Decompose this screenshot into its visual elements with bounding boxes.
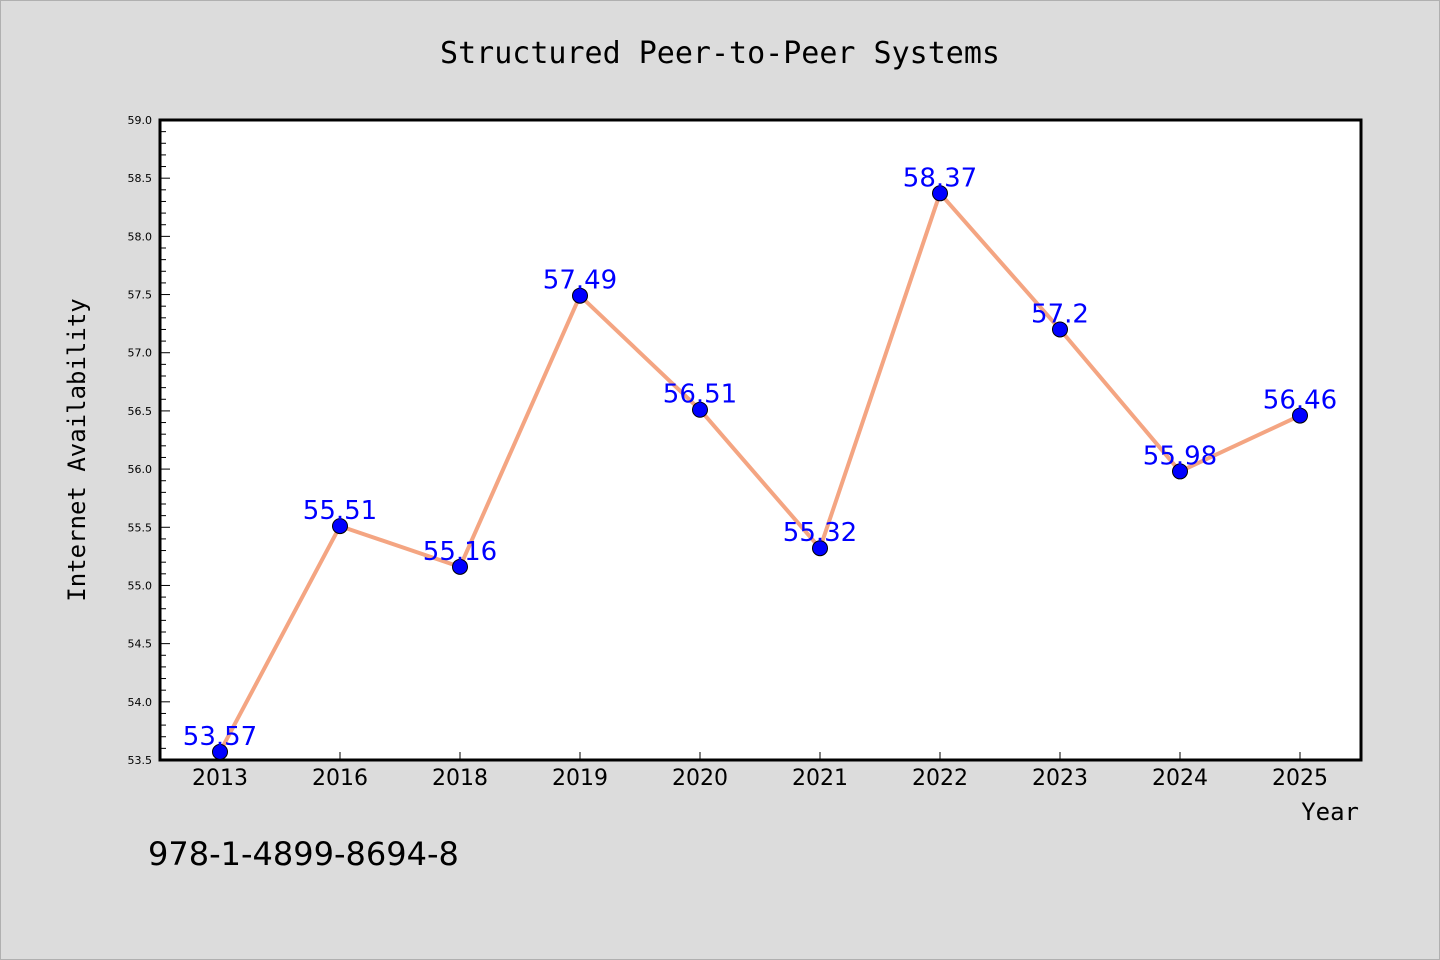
y-tick-label: 55.5 [128,521,153,534]
y-tick-label: 55.0 [128,579,153,592]
data-label: 57.2 [1031,299,1089,329]
data-point [1292,407,1308,424]
y-tick-label: 54.5 [128,638,153,651]
y-tick-label: 56.5 [128,405,153,418]
x-tick-label: 2022 [912,766,968,791]
y-tick-label: 58.0 [128,230,153,243]
data-point [812,540,828,557]
series-layer: 53.57 55.51 55.16 57.49 56.51 55.32 58.37 57.2 5… [183,163,1337,760]
data-label: 55.51 [303,496,377,526]
data-point [692,401,708,418]
data-label: 58.37 [903,163,977,193]
series-line [218,191,1301,753]
x-tick-label: 2013 [192,766,248,791]
y-tick-label: 57.0 [128,347,153,360]
data-label: 56.51 [663,380,737,410]
x-tick-label: 2025 [1272,766,1328,791]
x-tick-label: 2021 [792,766,848,791]
x-tick-label: 2016 [312,766,368,791]
x-axis: 2013 2016 2018 2019 2020 2021 2022 2023 2024 2025 [192,752,1328,791]
data-label: 56.46 [1263,386,1337,416]
data-label: 53.57 [183,722,257,752]
data-point [212,743,228,760]
data-point [572,287,588,304]
chart-title: Structured Peer-to-Peer Systems [440,36,1000,71]
data-point [452,558,468,575]
y-tick-label: 58.5 [128,172,153,185]
data-point [332,518,348,535]
x-axis-title: Year [1301,798,1359,826]
y-axis-title: Internet Availability [63,298,91,601]
data-point [1052,321,1068,338]
data-point [932,185,948,202]
y-tick-label: 56.0 [128,463,153,476]
data-label: 55.98 [1143,441,1217,471]
data-label: 55.32 [783,518,857,548]
x-tick-label: 2023 [1032,766,1088,791]
y-axis: 53.5 54.0 54.5 55.0 55.5 56.0 56.5 57.0 57.5 58.0… [128,114,170,767]
y-tick-label: 57.5 [128,289,153,302]
data-label: 55.16 [423,537,497,567]
plot-area [158,118,1363,762]
x-tick-label: 2020 [672,766,728,791]
data-point [1172,463,1188,480]
y-tick-label: 54.0 [128,696,153,709]
x-tick-label: 2024 [1152,766,1208,791]
x-tick-label: 2019 [552,766,608,791]
y-tick-label: 59.0 [128,114,153,127]
x-tick-label: 2018 [432,766,488,791]
y-tick-label: 53.5 [128,754,153,767]
isbn-annotation: 978-1-4899-8694-8 [148,835,459,873]
data-label: 57.49 [543,266,617,296]
